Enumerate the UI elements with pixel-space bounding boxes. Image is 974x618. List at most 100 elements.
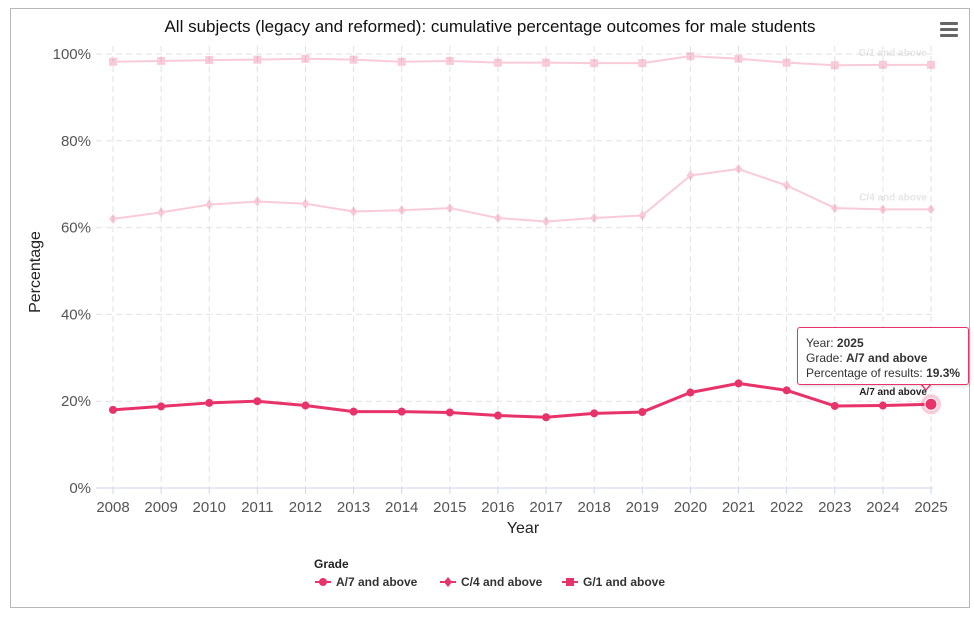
x-tick-label: 2009: [144, 499, 177, 516]
series-c-4-and-above: C/4 and above: [109, 164, 935, 227]
x-tick-label: 2017: [529, 499, 562, 516]
data-point: [397, 407, 406, 416]
data-point: [638, 210, 647, 221]
data-point: [349, 55, 358, 64]
series-line-c-4-and-above: [112, 168, 931, 223]
data-point: [301, 54, 310, 63]
data-point: [157, 56, 166, 65]
legend: Grade A/7 and above C/4 and above G/1 and …: [314, 557, 665, 589]
data-point: [782, 180, 791, 191]
legend-marker: [444, 577, 452, 587]
data-point: [109, 405, 117, 414]
x-tick-label: 2014: [385, 499, 418, 516]
series-g-1-and-above: G/1 and above: [109, 48, 935, 70]
data-point: [734, 54, 743, 63]
data-point: [157, 402, 166, 411]
x-axis-label: Year: [507, 520, 540, 537]
grid-lines: [96, 46, 933, 488]
data-point: [493, 58, 502, 67]
data-point: [301, 198, 310, 209]
data-point: [445, 203, 454, 214]
tooltip-year-row: Year: 2025: [806, 336, 968, 351]
x-tick-label: 2011: [241, 499, 273, 516]
data-point: [253, 55, 262, 64]
data-point: [638, 408, 647, 417]
data-point[interactable]: [924, 397, 938, 411]
chart-title: All subjects (legacy and reformed): cumu…: [164, 17, 815, 36]
data-point: [445, 56, 454, 65]
data-point: [445, 408, 454, 417]
data-point: [830, 203, 839, 214]
y-tick-label: 20%: [61, 393, 91, 410]
data-point: [157, 207, 166, 218]
data-point: [397, 57, 406, 66]
series-line-g-1-and-above: [112, 55, 931, 67]
data-point: [830, 61, 839, 70]
hamburger-menu-icon[interactable]: [940, 22, 958, 38]
data-point: [590, 59, 599, 68]
x-tick-label: 2021: [722, 499, 755, 516]
data-point: [878, 60, 887, 69]
tooltip-year-value: 2025: [836, 336, 864, 350]
data-point: [734, 379, 743, 388]
data-point: [349, 206, 358, 217]
x-tick-label: 2023: [818, 499, 851, 516]
legend-item[interactable]: C/4 and above: [461, 575, 543, 589]
data-point: [878, 204, 887, 215]
x-tick-label: 2016: [481, 499, 514, 516]
legend-item[interactable]: G/1 and above: [583, 575, 665, 589]
series-end-label: G/1 and above: [859, 48, 928, 59]
y-tick-label: 40%: [61, 306, 91, 323]
chart-frame: [10, 8, 970, 608]
series-a-7-and-above: A/7 and above: [109, 379, 941, 422]
data-point: [734, 164, 743, 175]
y-tick-label: 0%: [69, 480, 91, 497]
data-point: [686, 170, 695, 181]
data-point: [205, 56, 214, 65]
x-tick-label: 2020: [674, 499, 707, 516]
series-end-label: C/4 and above: [859, 192, 927, 203]
tooltip-pct-label: Percentage of results:: [806, 366, 927, 380]
tooltip-pct-value: 19.3%: [926, 366, 961, 380]
x-tick-label: 2019: [626, 499, 659, 516]
data-point: [493, 411, 502, 420]
tooltip: Year: 2025 Grade: A/7 and above Percenta…: [797, 327, 969, 385]
x-tick-label: 2013: [337, 499, 370, 516]
x-tick-label: 2015: [433, 499, 466, 516]
data-point: [542, 216, 551, 227]
x-tick-label: 2024: [866, 499, 899, 516]
legend-marker: [319, 578, 327, 586]
data-point: [493, 213, 502, 224]
data-point: [686, 52, 695, 61]
tooltip-arrow-inner: [921, 383, 931, 389]
data-point: [686, 388, 695, 397]
data-point: [830, 401, 839, 410]
data-point: [590, 213, 599, 224]
legend-item[interactable]: A/7 and above: [336, 575, 418, 589]
data-point: [205, 398, 214, 407]
data-point: [109, 213, 117, 224]
x-tick-label: 2008: [96, 499, 129, 516]
tooltip-year-label: Year:: [806, 336, 837, 350]
data-point: [253, 196, 262, 207]
series-line-a-7-and-above: [112, 381, 932, 419]
data-point: [782, 386, 791, 395]
x-tick-label: 2022: [770, 499, 803, 516]
x-tick-label: 2025: [914, 499, 947, 516]
tooltip-grade-value: A/7 and above: [846, 351, 928, 365]
data-point: [542, 58, 551, 67]
data-point: [109, 57, 117, 66]
y-axis-label: Percentage: [27, 231, 44, 313]
x-tick-label: 2012: [289, 499, 322, 516]
data-point: [542, 413, 551, 422]
data-point: [927, 60, 935, 69]
data-point: [349, 407, 358, 416]
data-point: [590, 409, 599, 418]
data-point: [397, 205, 406, 216]
y-tick-label: 100%: [53, 46, 91, 63]
tooltip-grade-row: Grade: A/7 and above: [806, 351, 968, 366]
tooltip-grade-label: Grade:: [806, 351, 847, 365]
data-point: [878, 401, 887, 410]
data-point: [301, 401, 310, 410]
